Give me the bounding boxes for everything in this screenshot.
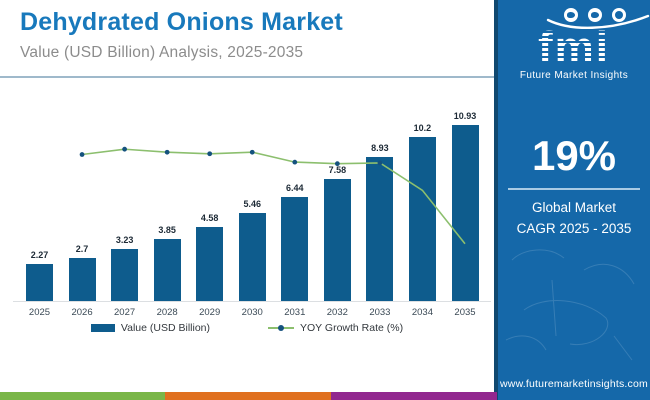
bar-2026: [68, 257, 96, 301]
x-axis-label: 2028: [156, 307, 178, 318]
bar-value-label: 10.93: [453, 111, 477, 122]
globe-icon: [612, 8, 626, 22]
header: Dehydrated Onions Market Value (USD Bill…: [0, 0, 494, 76]
yoy-line-marker: [164, 149, 170, 155]
bar-value-label: 8.93: [371, 143, 389, 154]
bar-value-label: 2.27: [30, 250, 49, 261]
bar-value-label: 10.2: [413, 122, 432, 133]
yoy-line: [81, 148, 466, 245]
x-axis-label: 2030: [241, 307, 263, 318]
x-axis-label: 2033: [369, 307, 391, 318]
bar-2030: [238, 213, 266, 301]
bar-2034: [408, 136, 436, 301]
map-icon: [564, 8, 578, 22]
logo-tagline: Future Market Insights: [519, 70, 629, 82]
legend-label-value: Value (USD Billion): [120, 322, 210, 334]
logo-circles: [546, 8, 650, 30]
bar-value-label: 6.44: [286, 183, 304, 194]
yoy-line-marker: [122, 146, 127, 152]
compass-icon: [588, 8, 602, 22]
bar-2031: [281, 197, 309, 301]
logo-swoosh: [546, 14, 650, 30]
bar-2025: [26, 264, 53, 301]
bar-2032: [323, 178, 351, 301]
bar-value-label: 5.46: [243, 199, 262, 210]
page-title: Dehydrated Onions Market: [20, 8, 343, 36]
yoy-line-marker: [207, 151, 213, 157]
bar-2033: [366, 157, 394, 301]
yoy-line-marker: [249, 149, 255, 155]
bar-value-label: 3.85: [158, 225, 176, 235]
legend-item-yoy: YOY Growth Rate (%): [268, 322, 403, 334]
chart-region: Dehydrated Onions Market Value (USD Bill…: [0, 0, 494, 334]
cagr-label: Global Market CAGR 2025 - 2035: [498, 198, 650, 240]
bar-2029: [196, 227, 224, 301]
footer-stripes: [0, 392, 497, 400]
yoy-line-marker: [79, 152, 85, 157]
x-axis-label: 2034: [411, 307, 433, 318]
bar-value-label: 2.7: [75, 243, 89, 254]
website-link[interactable]: www.futuremarketinsights.com: [500, 378, 648, 390]
legend-label-yoy: YOY Growth Rate (%): [300, 322, 404, 334]
footer-stripe-green: [0, 392, 165, 400]
chart-legend: Value (USD Billion) YOY Growth Rate (%): [0, 322, 494, 334]
bar-2028: [153, 239, 181, 301]
x-axis-label: 2025: [28, 307, 51, 318]
header-divider: [0, 76, 494, 78]
fmi-logo: fmi Future Market Insights: [498, 8, 650, 81]
yoy-line-marker: [292, 159, 298, 165]
cagr-label-line1: Global Market: [531, 200, 617, 215]
bar-value-label: 3.23: [115, 234, 134, 245]
x-axis-label: 2032: [326, 307, 348, 318]
cagr-value: 19%: [531, 132, 617, 179]
bar-value-label: 4.58: [200, 213, 219, 224]
bar-value-label: 7.58: [328, 164, 347, 175]
footer-stripe-purple: [331, 392, 497, 400]
line-legend-marker-icon: [268, 325, 294, 331]
cagr-label-line2: CAGR 2025 - 2035: [516, 220, 632, 236]
page-subtitle: Value (USD Billion) Analysis, 2025-2035: [20, 44, 304, 61]
sidebar-edge: [494, 0, 498, 400]
legend-item-value: Value (USD Billion): [90, 322, 210, 334]
x-axis-label: 2027: [114, 307, 136, 318]
x-axis-label: 2035: [454, 307, 476, 318]
logo-wordmark: fmi: [498, 25, 650, 70]
bar-2035: [451, 125, 479, 301]
x-axis-label: 2031: [284, 307, 306, 318]
sidebar: fmi Future Market Insights 19% Global Ma…: [494, 0, 650, 400]
watermark-sketch: [505, 249, 635, 361]
footer-stripe-orange: [165, 392, 331, 400]
stat-divider: [508, 188, 640, 190]
x-axis-label: 2029: [199, 307, 221, 318]
x-axis-line: [13, 301, 491, 302]
bar-legend-swatch-icon: [90, 324, 115, 332]
x-axis-label: 2026: [71, 307, 93, 318]
bar-2027: [111, 248, 139, 301]
